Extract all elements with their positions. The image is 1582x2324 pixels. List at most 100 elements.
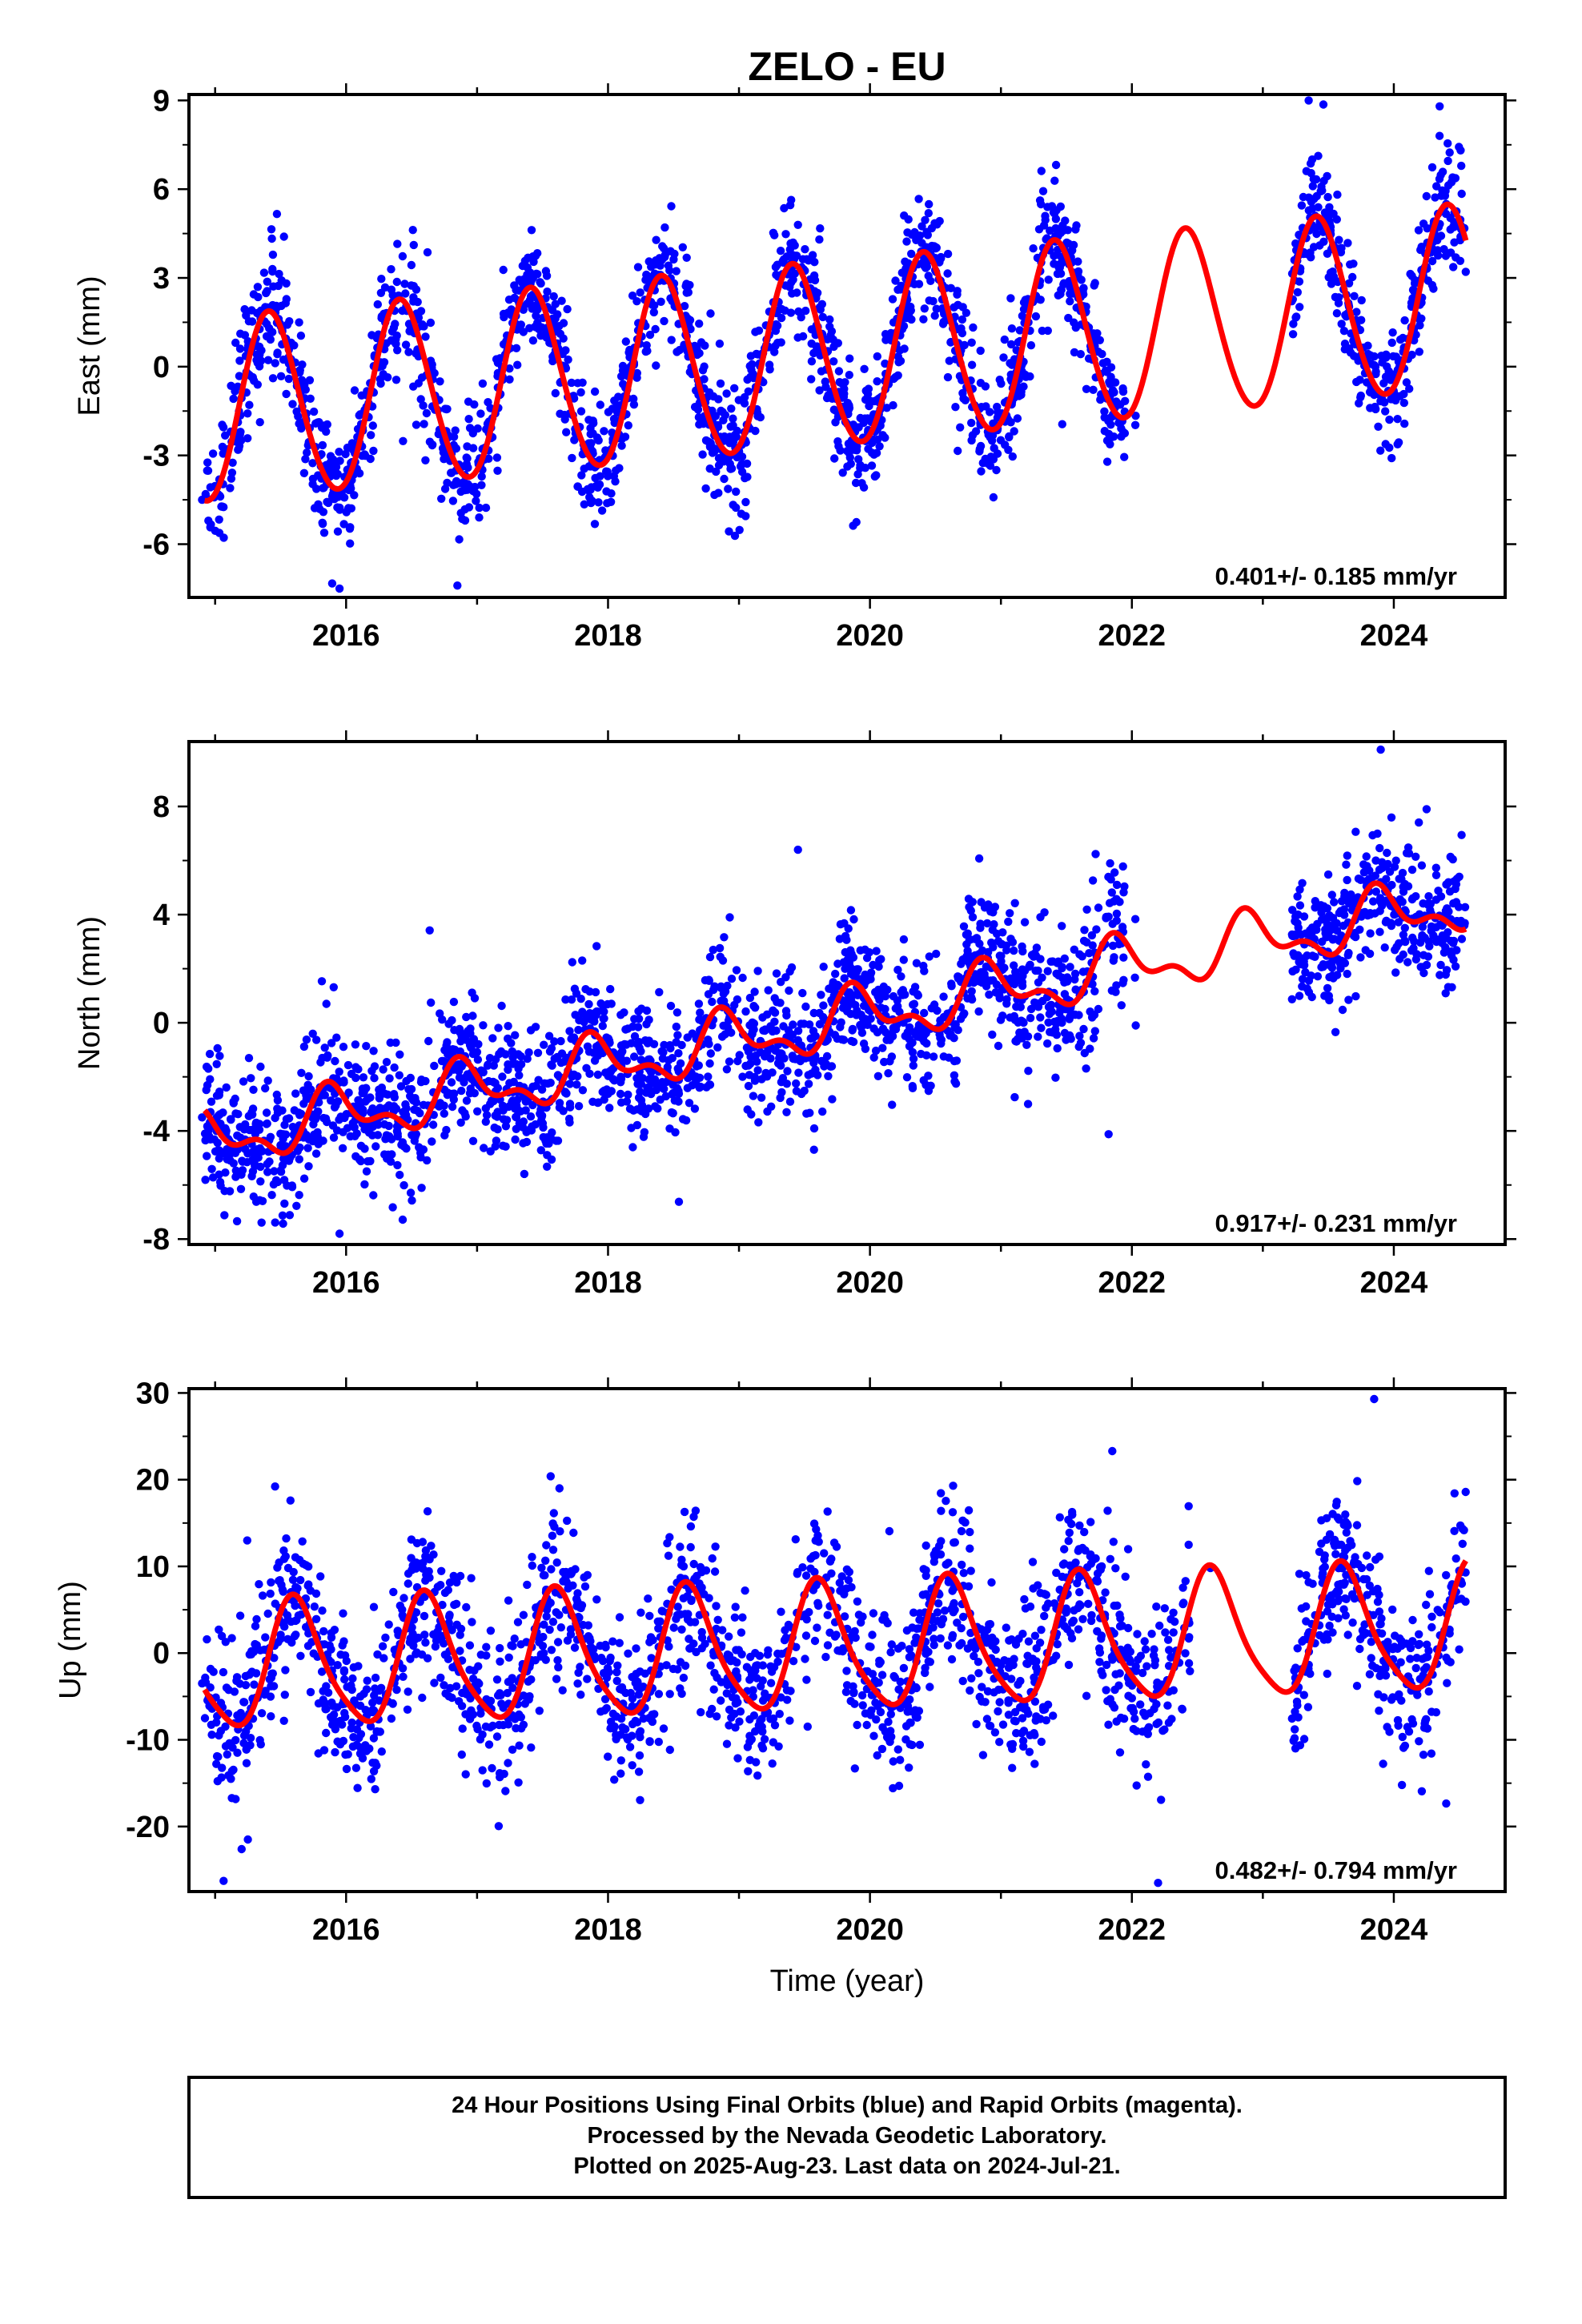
data-point <box>953 290 962 299</box>
data-point <box>339 1078 348 1087</box>
data-point <box>776 247 785 255</box>
data-point <box>464 397 473 406</box>
data-point <box>764 986 773 995</box>
data-point <box>263 277 271 286</box>
data-point <box>759 1026 768 1035</box>
data-point <box>809 271 819 280</box>
data-point <box>1314 151 1323 160</box>
x-tick-label: 2022 <box>1098 619 1166 653</box>
data-point <box>484 1740 494 1749</box>
data-point <box>969 323 978 332</box>
y-tick-label: 4 <box>153 899 170 932</box>
data-point <box>263 1076 272 1085</box>
data-point <box>369 446 378 456</box>
data-point <box>1018 947 1027 956</box>
data-point <box>1412 950 1422 959</box>
data-point <box>700 375 709 384</box>
data-point <box>248 1110 257 1120</box>
data-point <box>1119 975 1128 985</box>
data-point <box>358 451 367 460</box>
data-point <box>861 464 870 472</box>
data-point <box>236 329 245 338</box>
data-point <box>227 474 236 483</box>
data-point <box>1331 275 1339 284</box>
data-point <box>1387 453 1396 463</box>
data-point <box>271 359 279 368</box>
data-point <box>1335 235 1343 244</box>
data-point <box>254 342 263 352</box>
data-point <box>1387 395 1395 404</box>
data-point <box>512 1059 520 1069</box>
data-point <box>997 951 1006 961</box>
data-point <box>1109 1538 1118 1546</box>
data-point <box>636 1055 645 1064</box>
data-point <box>1328 971 1337 980</box>
data-point-sample <box>335 584 344 593</box>
data-point <box>1306 159 1315 168</box>
data-point <box>1448 854 1457 864</box>
data-point <box>384 1121 393 1131</box>
data-point <box>963 947 972 955</box>
data-point <box>589 1015 598 1023</box>
data-point <box>1355 376 1364 384</box>
data-point <box>358 1109 367 1118</box>
data-point <box>685 1099 694 1108</box>
data-point-sample <box>512 1113 521 1122</box>
data-point <box>977 467 986 476</box>
data-point <box>1355 925 1364 935</box>
data-point <box>733 1056 742 1066</box>
data-point <box>305 376 315 384</box>
data-point <box>299 468 309 477</box>
data-point <box>531 1120 540 1129</box>
data-point <box>391 1038 400 1047</box>
data-point <box>331 1747 339 1757</box>
data-point <box>483 1061 492 1070</box>
data-point <box>588 1097 597 1107</box>
data-point <box>766 1054 775 1063</box>
data-point <box>1405 384 1414 393</box>
data-point <box>301 455 310 464</box>
data-point <box>1441 251 1451 260</box>
data-point <box>952 1056 962 1065</box>
data-point <box>1130 973 1139 983</box>
data-point <box>423 247 432 257</box>
data-point <box>350 1123 359 1132</box>
data-point <box>560 1057 568 1066</box>
data-point <box>344 1088 353 1097</box>
data-point <box>605 1104 614 1112</box>
data-point <box>481 503 491 513</box>
data-point <box>318 1091 327 1100</box>
data-point-sample <box>1114 418 1123 428</box>
data-point <box>511 1031 520 1039</box>
data-point <box>1037 199 1046 209</box>
data-point <box>263 1609 272 1618</box>
data-point <box>845 354 854 363</box>
data-point <box>1005 432 1014 442</box>
data-point <box>909 1054 918 1063</box>
data-point <box>1380 398 1389 407</box>
data-point <box>958 315 967 324</box>
data-point <box>789 1054 797 1063</box>
data-point <box>504 1060 512 1069</box>
data-point <box>1291 1725 1299 1734</box>
data-point <box>958 955 967 964</box>
data-point <box>628 292 637 300</box>
panel-frame-north <box>187 740 1507 1246</box>
data-point <box>304 1162 313 1171</box>
data-point <box>1397 875 1406 883</box>
data-point <box>1070 969 1080 979</box>
data-point <box>448 497 458 505</box>
data-point-sample <box>1435 102 1444 111</box>
data-point <box>1293 1644 1302 1653</box>
data-point <box>940 1606 950 1615</box>
data-point <box>207 520 215 529</box>
data-point <box>1455 1645 1464 1654</box>
data-point <box>853 991 862 999</box>
data-point <box>990 920 998 929</box>
data-point <box>939 992 948 1001</box>
data-point <box>272 304 281 313</box>
data-point <box>1363 378 1371 387</box>
data-point <box>1340 891 1349 901</box>
data-point <box>1337 320 1346 328</box>
